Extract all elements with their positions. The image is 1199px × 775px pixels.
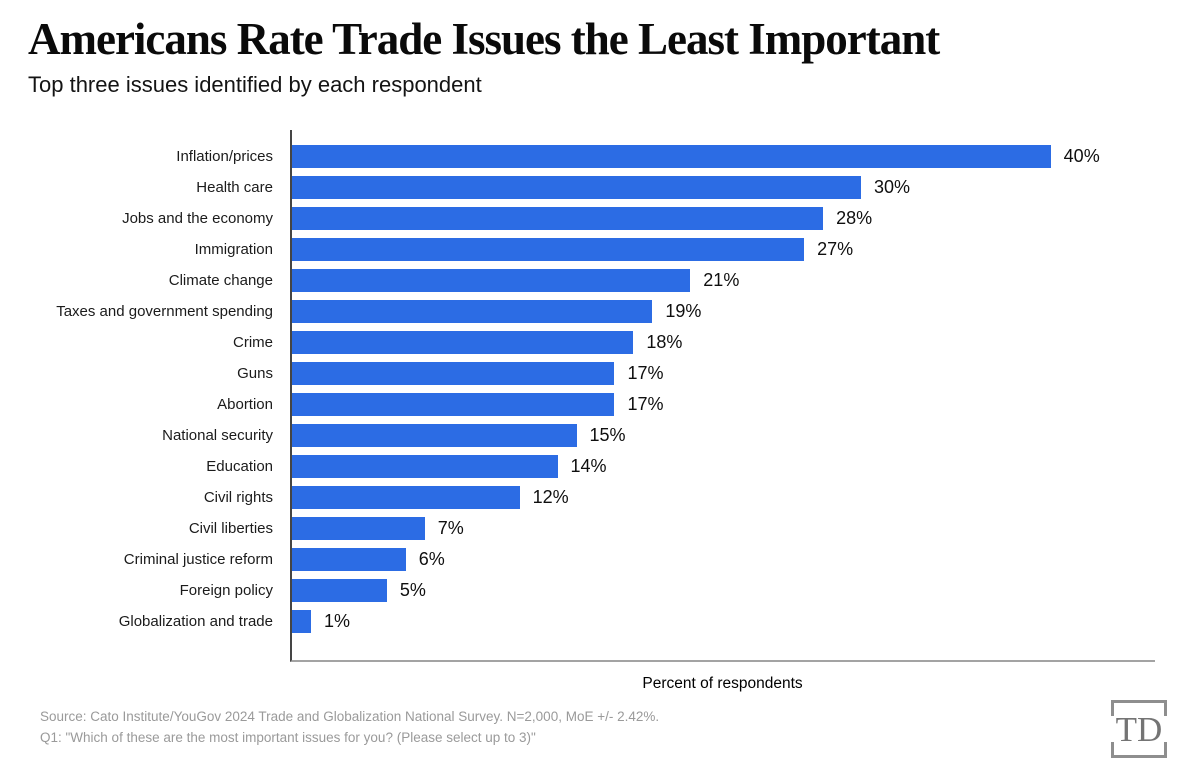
bar-value-label: 14% xyxy=(570,456,607,477)
category-label: Health care xyxy=(196,179,273,197)
category-label: Taxes and government spending xyxy=(56,303,273,321)
chart-title: Americans Rate Trade Issues the Least Im… xyxy=(28,14,940,64)
bar-value-label: 28% xyxy=(836,208,873,229)
bar-row: Jobs and the economy 28% xyxy=(122,203,1155,234)
bar xyxy=(292,362,615,386)
bar xyxy=(292,207,824,231)
category-label: Crime xyxy=(233,334,273,352)
bar-value-label: 21% xyxy=(703,270,740,291)
bar xyxy=(292,579,387,603)
bar xyxy=(292,517,425,541)
bar-value-label: 1% xyxy=(323,611,350,632)
plot-area: Inflation/prices 40% Health care 30% Jobs an… xyxy=(56,130,1155,663)
header: Americans Rate Trade Issues the Least Im… xyxy=(0,0,1199,98)
bar-value-label: 17% xyxy=(627,394,664,415)
bar-value-label: 15% xyxy=(589,425,626,446)
category-label: Inflation/prices xyxy=(176,148,273,166)
bar-row: Abortion 17% xyxy=(217,389,1155,420)
x-axis-label: Percent of respondents xyxy=(642,675,803,693)
category-label: Abortion xyxy=(217,396,273,414)
td-logo: TD xyxy=(1111,700,1167,758)
bar-row: Civil liberties 7% xyxy=(189,513,1155,544)
bar-row: Criminal justice reform 6% xyxy=(124,544,1155,575)
bar-row: Climate change 21% xyxy=(169,265,1155,296)
bar xyxy=(292,455,558,479)
bar xyxy=(292,331,634,355)
bar-row: Education 14% xyxy=(206,451,1155,482)
bar xyxy=(292,238,805,262)
chart-subtitle: Top three issues identified by each resp… xyxy=(28,72,482,98)
bar-value-label: 12% xyxy=(532,487,569,508)
bar-row: Health care 30% xyxy=(196,172,1155,203)
bar-value-label: 30% xyxy=(874,177,911,198)
bar-row: Taxes and government spending 19% xyxy=(56,296,1155,327)
bar-row: Civil rights 12% xyxy=(204,482,1155,513)
category-label: Guns xyxy=(237,365,273,383)
bar-row: Globalization and trade 1% xyxy=(119,606,1155,637)
bar-value-label: 18% xyxy=(646,332,683,353)
bar-row: Foreign policy 5% xyxy=(180,575,1155,606)
bar xyxy=(292,393,615,417)
bar-chart: Inflation/prices 40% Health care 30% Jobs an… xyxy=(0,130,1199,693)
bar xyxy=(292,145,1051,169)
bar xyxy=(292,486,520,510)
bar-row: Crime 18% xyxy=(233,327,1155,358)
bar xyxy=(292,300,653,324)
category-label: Criminal justice reform xyxy=(123,551,273,569)
category-label: Immigration xyxy=(194,241,273,259)
source-note-line2: Q1: "Which of these are the most importa… xyxy=(40,730,536,745)
logo-text: TD xyxy=(1116,710,1163,749)
bar-row: National security 15% xyxy=(162,420,1155,451)
bar-value-label: 40% xyxy=(1063,146,1100,167)
source-note-line1: Source: Cato Institute/YouGov 2024 Trade… xyxy=(40,709,660,724)
bar xyxy=(292,610,311,634)
category-label: Foreign policy xyxy=(179,582,273,600)
logo-frame-top xyxy=(1111,700,1167,716)
logo-frame-bottom xyxy=(1111,742,1167,758)
source-note: Source: Cato Institute/YouGov 2024 Trade… xyxy=(40,706,659,748)
category-label: Civil rights xyxy=(203,489,273,507)
bar xyxy=(292,269,691,293)
bar-value-label: 19% xyxy=(665,301,702,322)
bar-row: Inflation/prices 40% xyxy=(176,141,1155,172)
bar-rows: Inflation/prices 40% Health care 30% Jobs an… xyxy=(56,141,1155,637)
bar-row: Guns 17% xyxy=(237,358,1155,389)
category-label: Education xyxy=(206,458,273,476)
bar-value-label: 7% xyxy=(437,518,464,539)
bar xyxy=(292,424,577,448)
category-label: Jobs and the economy xyxy=(122,210,273,228)
bar-value-label: 17% xyxy=(627,363,664,384)
bar xyxy=(292,548,406,572)
bar xyxy=(292,176,861,200)
category-label: Globalization and trade xyxy=(118,613,273,631)
category-label: Civil liberties xyxy=(188,520,273,538)
bar-value-label: 5% xyxy=(399,580,426,601)
bar-row: Immigration 27% xyxy=(195,234,1155,265)
bar-value-label: 27% xyxy=(817,239,854,260)
category-label: Climate change xyxy=(168,272,273,290)
category-label: National security xyxy=(162,427,273,445)
bar-value-label: 6% xyxy=(418,549,445,570)
